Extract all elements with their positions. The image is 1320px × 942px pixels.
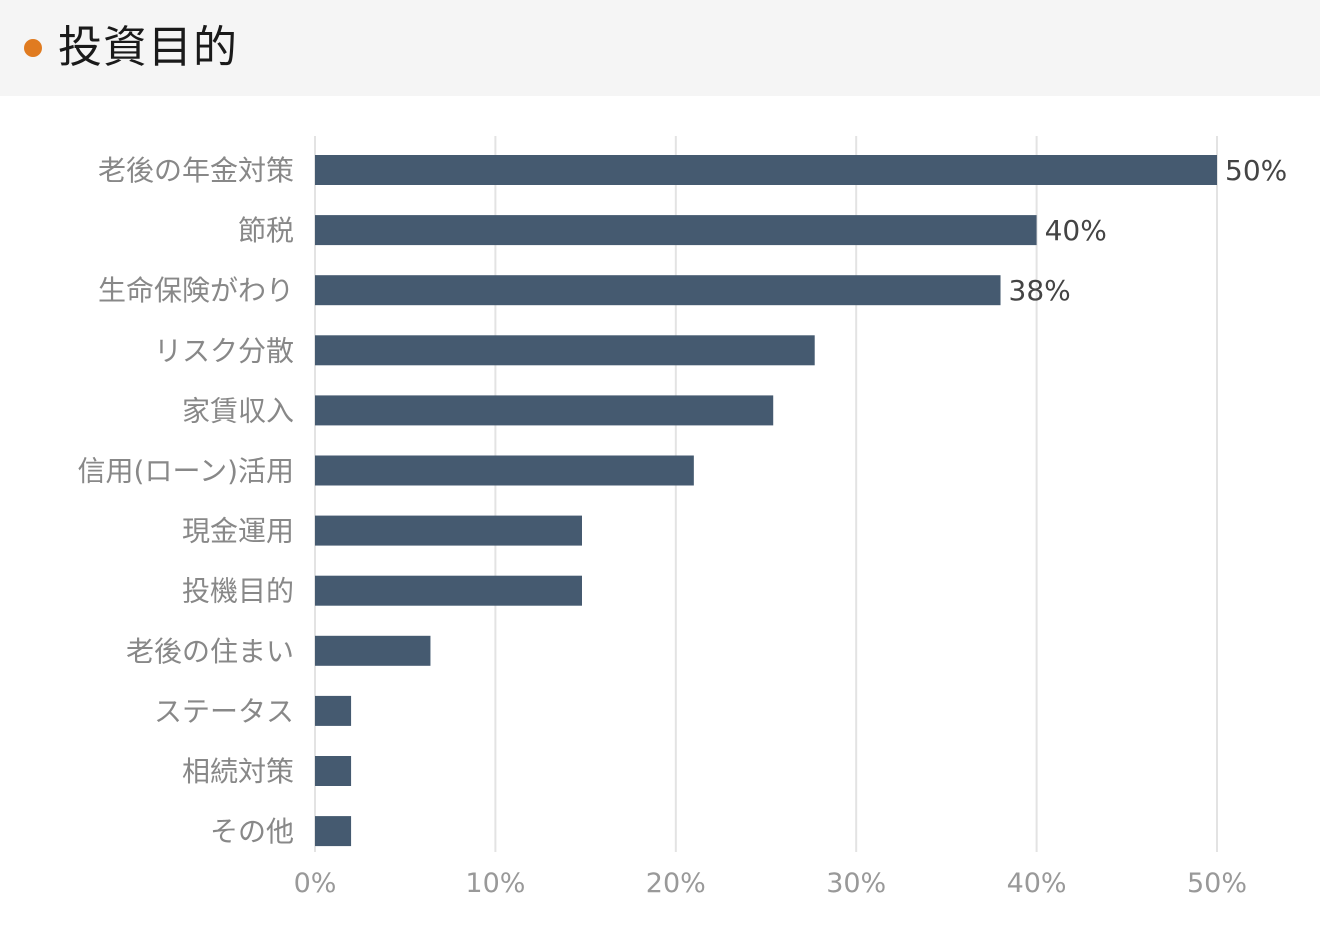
bullet-dot-icon <box>24 39 42 57</box>
x-tick-label: 20% <box>646 868 706 899</box>
bar <box>315 335 815 366</box>
chart-title: 投資目的 <box>58 22 238 73</box>
bar <box>315 756 352 786</box>
category-label: 老後の年金対策 <box>98 154 294 187</box>
category-label: 節税 <box>238 214 294 247</box>
bar <box>315 455 694 486</box>
x-tick-label: 30% <box>826 868 886 899</box>
bar <box>315 395 774 426</box>
data-label: 40% <box>1045 214 1107 247</box>
category-label: 投機目的 <box>182 575 294 608</box>
bar <box>315 155 1217 185</box>
x-tick-label: 50% <box>1187 868 1247 899</box>
category-label: 家賃収入 <box>182 394 294 427</box>
category-label: 現金運用 <box>182 515 294 548</box>
bar <box>315 816 352 847</box>
x-tick-label: 10% <box>465 868 525 899</box>
bar <box>315 215 1037 246</box>
bar <box>315 695 352 726</box>
category-label: その他 <box>210 815 294 848</box>
category-label: 相続対策 <box>182 755 294 788</box>
data-label: 50% <box>1225 154 1287 187</box>
bar <box>315 635 431 666</box>
x-tick-label: 0% <box>294 868 337 899</box>
bar <box>315 575 582 606</box>
category-label: 老後の住まい <box>126 635 294 668</box>
category-label: 生命保険がわり <box>98 274 294 307</box>
category-label: リスク分散 <box>154 334 294 367</box>
data-label: 38% <box>1009 274 1071 307</box>
category-label: ステータス <box>154 695 294 728</box>
bar <box>315 515 582 546</box>
chart-header: 投資目的 <box>0 0 1320 96</box>
bar-chart: 0% 10% 20% 30% 40% 50% 老後の年金対策 50% 節税 40% 生命保険がわり 3… <box>78 136 1287 899</box>
bar <box>315 275 1001 306</box>
x-tick-label: 40% <box>1007 868 1067 899</box>
category-label: 信用(ローン)活用 <box>78 455 294 488</box>
